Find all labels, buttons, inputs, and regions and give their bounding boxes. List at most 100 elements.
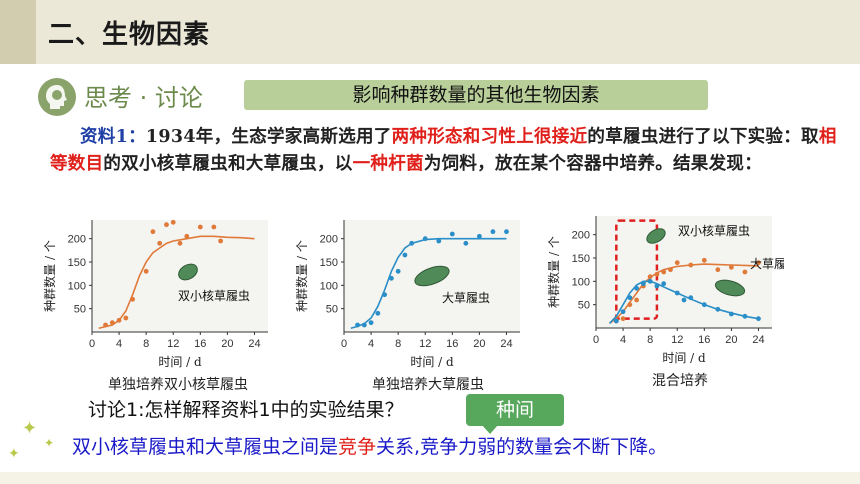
x-tick-label: 16 — [698, 334, 710, 346]
sparkle-icon: ✦ — [22, 418, 38, 439]
y-axis-label: 种群数量 / 个 — [546, 236, 561, 308]
material-paragraph: 资料1：1934年，生态学家高斯选用了两种形态和习性上很接近的草履虫进行了以下实… — [50, 124, 840, 178]
data-point — [375, 310, 381, 316]
annotation-label: 双小核草履虫 — [178, 289, 250, 303]
data-point — [402, 252, 408, 258]
chart-caption-3: 混合培养 — [652, 373, 708, 389]
footer-decoration — [0, 472, 860, 484]
material-lead: 资料1： — [80, 127, 146, 147]
didinium-icon — [646, 228, 666, 244]
chart-mixed-culture: 0 4 8 12 16 20 24 50 100 150 200 时间 / d 种群数量 / 个 双小核草… — [544, 208, 784, 368]
x-tick-label: 8 — [647, 334, 653, 346]
y-tick-label: 50 — [326, 304, 338, 316]
data-point — [661, 281, 667, 287]
material-text-1: 1934年，生态学家高斯选用了 — [145, 127, 392, 147]
x-tick-label: 24 — [500, 338, 512, 350]
interspecies-tag: 种间 — [466, 394, 564, 434]
x-axis-label: 时间 / d — [410, 355, 454, 369]
data-point — [728, 311, 734, 317]
data-point — [613, 318, 619, 324]
data-point — [742, 313, 748, 319]
y-tick-label: 200 — [68, 234, 86, 246]
header-accent — [0, 0, 36, 64]
data-point — [728, 264, 734, 270]
y-tick-label: 100 — [320, 280, 338, 292]
data-point — [109, 320, 115, 326]
data-point — [409, 240, 415, 246]
data-point — [715, 267, 721, 273]
data-point — [627, 295, 633, 301]
data-point — [150, 229, 156, 235]
x-tick-label: 16 — [446, 338, 458, 350]
data-point — [218, 238, 224, 244]
chart-single-paramecium: 0 4 8 12 16 20 24 50 100 150 200 时间 / d 种群数量 / 个大草履虫 — [292, 212, 532, 372]
data-point — [211, 224, 217, 230]
chart-single-didinium: 0 4 8 12 16 20 24 50 100 150 200 时间 / d 种群数量 / 个双小核草… — [40, 212, 280, 372]
data-point — [674, 260, 680, 266]
annotation-label-2: 大草履虫 — [750, 257, 784, 271]
data-point — [701, 257, 707, 263]
sparkle-icon: ✦ — [44, 436, 55, 450]
material-highlight-2: 相等数目 — [50, 127, 837, 174]
annotation-label: 大草履虫 — [442, 291, 490, 305]
data-point — [197, 224, 203, 230]
data-point — [640, 281, 646, 287]
trend-curve — [609, 263, 759, 324]
data-point — [476, 233, 482, 239]
didinium-icon — [178, 263, 198, 281]
highlight-box — [615, 219, 659, 320]
x-tick-label: 20 — [221, 338, 233, 350]
x-tick-label: 24 — [752, 334, 764, 346]
data-point — [177, 240, 183, 246]
data-point — [436, 238, 442, 244]
y-tick-label: 100 — [572, 276, 590, 288]
chart-caption-1: 单独培养双小核草履虫 — [108, 377, 248, 393]
data-point — [688, 295, 694, 301]
discussion-question: 讨论1:怎样解释资料1中的实验结果？ — [88, 399, 404, 421]
data-point — [715, 306, 721, 312]
x-tick-label: 0 — [341, 338, 347, 350]
data-point — [157, 240, 163, 246]
y-axis-label: 种群数量 / 个 — [42, 240, 57, 312]
x-tick-label: 20 — [725, 334, 737, 346]
x-tick-label: 4 — [368, 338, 374, 350]
data-point — [130, 296, 136, 302]
paramecium-icon — [414, 265, 450, 287]
lightbulb-head-icon — [38, 78, 76, 116]
y-tick-label: 150 — [572, 253, 590, 265]
sparkle-icon: ✦ — [8, 446, 20, 462]
data-point — [184, 233, 190, 239]
header-bar: 二、生物因素 — [0, 0, 860, 64]
x-tick-label: 24 — [248, 338, 260, 350]
y-tick-label: 50 — [74, 304, 86, 316]
data-point — [170, 219, 176, 225]
trend-curve — [608, 280, 759, 324]
data-point — [634, 285, 640, 291]
answer-highlight: 竞争 — [338, 436, 377, 458]
data-point — [463, 240, 469, 246]
page-title: 二、生物因素 — [48, 20, 211, 50]
data-point — [688, 262, 694, 268]
data-point — [647, 274, 653, 280]
data-point — [116, 317, 122, 323]
x-tick-label: 8 — [143, 338, 149, 350]
answer-part-2: 关系,竞争力弱的数量会不断下降。 — [376, 436, 668, 458]
data-point — [620, 309, 626, 315]
material-text-4: 为饲料，放在某个容器中培养。结果发现： — [423, 154, 763, 174]
material-text-3: 的双小核草履虫和大草履虫，以 — [103, 154, 353, 174]
data-point — [361, 322, 367, 328]
y-tick-label: 200 — [572, 230, 590, 242]
x-tick-label: 12 — [419, 338, 431, 350]
topic-banner: 影响种群数量的其他生物因素 — [244, 80, 708, 110]
material-highlight-1: 两种形态和习性上很接近 — [391, 127, 588, 147]
y-axis-label: 种群数量 / 个 — [294, 240, 309, 312]
data-point — [742, 269, 748, 275]
data-point — [143, 268, 149, 274]
paramecium-icon — [714, 279, 746, 297]
data-point — [627, 302, 633, 308]
data-point — [654, 283, 660, 289]
chart-caption-2: 单独培养大草履虫 — [372, 377, 484, 393]
chart-svg-1: 0 4 8 12 16 20 24 50 100 150 200 时间 / d 种群数量 / 个双小核草… — [42, 219, 268, 369]
answer-text: 双小核草履虫和大草履虫之间是竞争关系,竞争力弱的数量会不断下降。 — [72, 432, 667, 459]
data-point — [654, 271, 660, 277]
